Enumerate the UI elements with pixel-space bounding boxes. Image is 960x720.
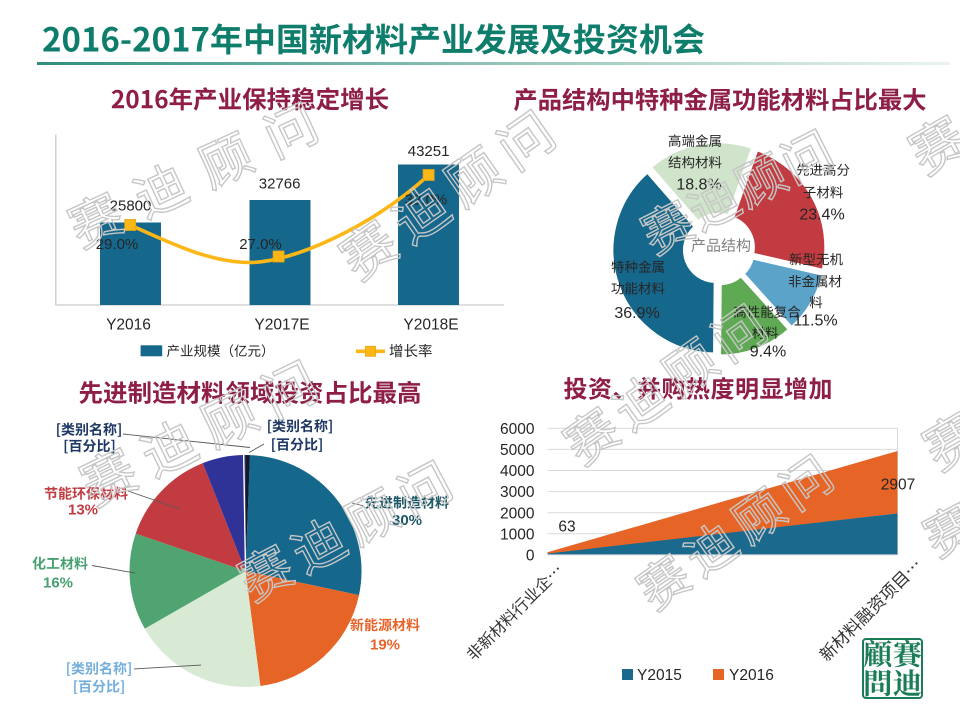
svg-text:Y2015: Y2015 xyxy=(637,667,682,684)
svg-text:63: 63 xyxy=(558,519,575,536)
svg-text:30%: 30% xyxy=(392,512,422,529)
svg-text:Y2018E: Y2018E xyxy=(403,317,458,334)
svg-text:13%: 13% xyxy=(68,501,98,518)
svg-text:Y2017E: Y2017E xyxy=(254,317,309,334)
svg-text:36.9%: 36.9% xyxy=(614,305,659,322)
svg-text:2000: 2000 xyxy=(500,505,535,522)
svg-text:Y2016: Y2016 xyxy=(729,667,774,684)
svg-text:2907: 2907 xyxy=(881,477,915,494)
svg-text:3000: 3000 xyxy=(500,484,535,501)
svg-text:23.4%: 23.4% xyxy=(799,206,844,223)
svg-text:18.8%: 18.8% xyxy=(676,176,721,193)
svg-text:6000: 6000 xyxy=(500,421,535,438)
svg-text:25800: 25800 xyxy=(110,197,152,214)
svg-text:29.0%: 29.0% xyxy=(96,236,139,253)
svg-text:16%: 16% xyxy=(43,574,73,591)
svg-text:4000: 4000 xyxy=(500,463,535,480)
svg-text:5000: 5000 xyxy=(500,442,535,459)
svg-text:0: 0 xyxy=(526,548,535,565)
svg-text:32.0%: 32.0% xyxy=(405,191,448,208)
svg-text:9.4%: 9.4% xyxy=(750,343,786,360)
svg-text:32766: 32766 xyxy=(259,175,301,192)
svg-text:1000: 1000 xyxy=(500,526,535,543)
svg-text:19%: 19% xyxy=(370,636,400,653)
svg-text:43251: 43251 xyxy=(408,143,450,160)
svg-text:Y2016: Y2016 xyxy=(106,317,151,334)
svg-text:27.0%: 27.0% xyxy=(239,236,282,253)
svg-text:11.5%: 11.5% xyxy=(793,312,837,329)
